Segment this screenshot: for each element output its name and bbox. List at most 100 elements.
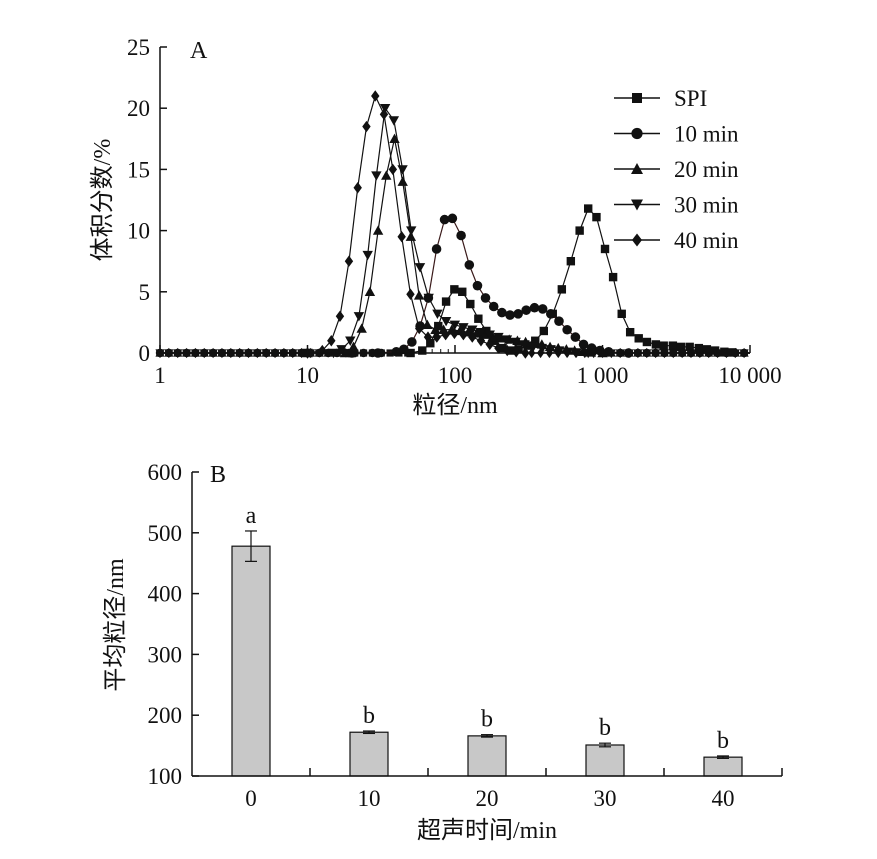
panel-b-y-tick-label: 200 <box>148 703 183 728</box>
data-point <box>441 328 450 341</box>
data-point <box>554 316 564 326</box>
data-point <box>528 342 539 353</box>
data-point <box>494 342 503 354</box>
bar-group-40: b 40 <box>703 728 743 811</box>
data-point <box>474 314 483 323</box>
legend-label: SPI <box>674 86 707 111</box>
data-point <box>335 310 345 322</box>
bar <box>231 545 271 777</box>
significance-label: b <box>599 715 611 741</box>
data-point <box>447 213 458 224</box>
data-point <box>399 344 409 355</box>
data-point <box>501 335 513 345</box>
panel-a-label: A <box>190 38 208 64</box>
data-point <box>485 338 494 351</box>
data-point <box>514 345 523 354</box>
data-point <box>407 337 417 347</box>
data-point <box>415 322 424 335</box>
data-point <box>459 328 468 341</box>
data-point <box>634 334 643 343</box>
panel-a-y-axis-label: 体积分数/% <box>89 139 116 262</box>
data-point <box>608 272 618 282</box>
data-point <box>348 341 359 352</box>
bar <box>349 731 389 777</box>
data-point <box>423 293 434 304</box>
data-point <box>557 285 567 294</box>
data-point <box>562 324 572 335</box>
panel-b-axes: 100 200 300 400 500 600 <box>148 460 783 789</box>
panel-b-y-tick-label: 300 <box>148 642 183 667</box>
panel-b-y-tick-label: 400 <box>148 582 183 607</box>
data-point <box>414 263 426 273</box>
data-point <box>464 260 475 270</box>
data-point <box>397 176 408 186</box>
bar <box>585 744 625 777</box>
data-point <box>440 316 452 327</box>
data-point <box>353 312 365 322</box>
data-point <box>356 323 367 333</box>
data-point <box>439 214 450 225</box>
data-point <box>513 309 523 319</box>
x-tick-label: 30 <box>594 786 617 811</box>
data-point <box>521 305 532 315</box>
data-point <box>475 327 487 338</box>
x-tick-label: 0 <box>245 786 257 811</box>
data-point <box>537 304 548 314</box>
bar <box>467 735 507 777</box>
panel-b-y-tick-label: 600 <box>148 460 183 485</box>
data-point <box>476 335 486 347</box>
data-point <box>422 319 433 330</box>
data-point <box>372 225 384 235</box>
data-point <box>600 244 610 254</box>
data-point <box>364 286 376 296</box>
data-point <box>539 326 549 336</box>
data-point <box>651 340 661 349</box>
x-tick-label: 20 <box>476 786 499 811</box>
data-point <box>625 327 635 337</box>
legend-label: 40 min <box>674 228 739 253</box>
panel-a-x-tick-label: 1 <box>154 363 166 388</box>
bar <box>703 756 743 777</box>
data-point <box>379 104 391 114</box>
data-point <box>397 231 406 243</box>
data-point <box>642 337 652 347</box>
data-point <box>505 310 515 320</box>
significance-label: a <box>246 503 257 529</box>
panel-b-y-tick-label: 500 <box>148 521 183 546</box>
data-point <box>430 324 441 334</box>
data-point <box>575 226 584 235</box>
data-point <box>484 330 495 340</box>
data-point <box>545 309 556 319</box>
legend-label: 30 min <box>674 193 739 218</box>
data-point <box>362 120 371 133</box>
data-point <box>353 182 362 194</box>
panel-b-y-axis-label: 平均粒径/nm <box>102 558 129 692</box>
data-point <box>327 335 336 347</box>
panel-a-x-tick-label: 1 000 <box>577 363 629 388</box>
data-point <box>426 339 435 348</box>
data-point <box>449 320 461 331</box>
data-point <box>480 293 491 303</box>
data-point <box>344 255 354 267</box>
series-40-min <box>156 90 750 359</box>
data-point <box>578 339 589 350</box>
data-point <box>379 108 389 121</box>
data-point <box>519 340 530 350</box>
series-line <box>160 106 750 354</box>
data-point <box>676 342 686 352</box>
data-point <box>345 336 356 346</box>
legend-marker <box>632 93 642 103</box>
data-point <box>397 165 408 175</box>
data-point <box>432 309 443 320</box>
bar-group-0: a0 <box>231 503 271 811</box>
legend-item-40-min: 40 min <box>614 228 739 253</box>
legend-item-20-min: 20 min <box>614 157 739 182</box>
data-point <box>659 341 668 350</box>
panel-a-line-chart: A 0 5 10 15 20 25 1 10 100 1 000 10 000 粒径/nm 体积分数… <box>89 35 782 419</box>
significance-label: b <box>717 728 729 754</box>
data-point <box>432 331 442 343</box>
data-point <box>381 170 392 180</box>
data-point <box>472 280 483 291</box>
panel-a-x-tick-label: 10 000 <box>718 363 781 388</box>
data-point <box>694 343 704 353</box>
